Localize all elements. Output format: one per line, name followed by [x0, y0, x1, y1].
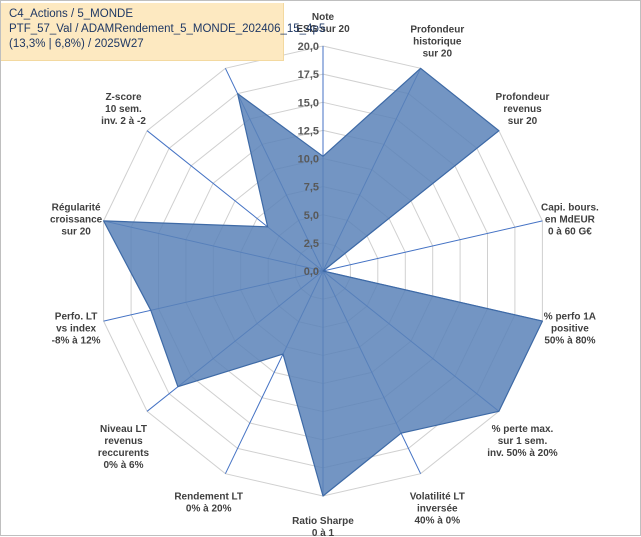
axis-label: Niveau LT revenus reccurents 0% à 6%	[98, 424, 150, 471]
series-area	[102, 67, 544, 497]
tick-label: 17,5	[298, 69, 319, 81]
axis-label: Régularité croissance sur 20	[50, 203, 103, 238]
axis-label: Perfo. LT vs index -8% à 12%	[52, 312, 101, 347]
axis-label: Rendement LT 0% à 20%	[174, 492, 243, 515]
axis-label: % perfo 1A positive 50% à 80%	[544, 312, 596, 347]
axis-label: Volatilité LT inversée 40% à 0%	[410, 492, 465, 527]
tick-label: 12,5	[298, 125, 319, 137]
axis-label: Profondeur revenus sur 20	[496, 92, 550, 127]
spoke-line	[322, 220, 543, 272]
tick-label: 10,0	[298, 154, 319, 166]
axis-label: % perte max. sur 1 sem. inv. 50% à 20%	[487, 424, 558, 459]
tick-label: 20,0	[298, 41, 319, 53]
axis-label: Capi. bours. en MdEUR 0 à 60 G€	[541, 203, 599, 238]
radar-series	[102, 67, 544, 497]
info-line-category: C4_Actions / 5_MONDE	[9, 8, 133, 20]
axis-label: Z-score 10 sem. inv. 2 à -2	[101, 92, 146, 127]
tick-label: 2,5	[304, 238, 319, 250]
tick-label: 5,0	[304, 210, 319, 222]
radar-axis-labels: Note ESG sur 20 Profondeur historique sur 20…	[50, 12, 599, 537]
tick-label: 0,0	[304, 266, 319, 278]
radar-tick-labels: 0,0 2,5 5,0 7,5 10,0 12,5 15,0 17,5 20,0	[298, 41, 319, 278]
axis-label: Note ESG sur 20	[296, 12, 350, 35]
info-line-stats: (13,3% | 6,8%) / 2025W27	[9, 38, 144, 50]
tick-label: 15,0	[298, 97, 319, 109]
portfolio-info-box: C4_Actions / 5_MONDE PTF_57_Val / ADAMRe…	[1, 3, 326, 61]
tick-label: 7,5	[304, 182, 319, 194]
axis-label: Profondeur historique sur 20	[410, 24, 464, 59]
info-line-portfolio: PTF_57_Val / ADAMRendement_5_MONDE_20240…	[9, 23, 326, 35]
axis-label: Ratio Sharpe 0 à 1	[292, 516, 354, 537]
